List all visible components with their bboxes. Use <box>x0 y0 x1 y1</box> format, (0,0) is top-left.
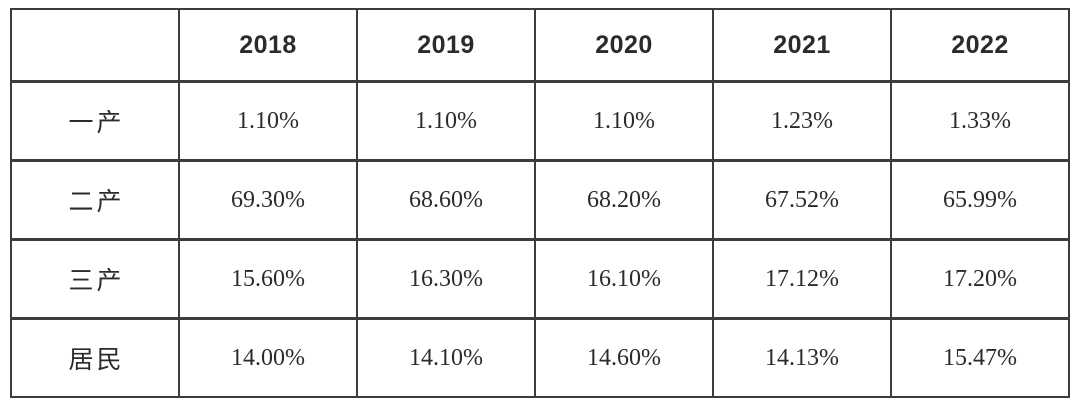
year-header-2021: 2021 <box>712 8 892 83</box>
data-cell: 1.23% <box>712 80 892 162</box>
data-cell: 15.60% <box>178 238 358 320</box>
year-header-2022: 2022 <box>890 8 1070 83</box>
row-label: 三产 <box>10 238 180 320</box>
year-header-2020: 2020 <box>534 8 714 83</box>
table-row-primary-industry: 一产 1.10% 1.10% 1.10% 1.23% 1.33% <box>10 80 1070 162</box>
data-cell: 1.10% <box>178 80 358 162</box>
data-cell: 15.47% <box>890 317 1070 398</box>
row-label: 一产 <box>10 80 180 162</box>
data-cell: 68.60% <box>356 159 536 241</box>
data-cell: 17.20% <box>890 238 1070 320</box>
corner-cell <box>10 8 180 83</box>
row-label: 二产 <box>10 159 180 241</box>
data-cell: 1.33% <box>890 80 1070 162</box>
sector-share-table: 2018 2019 2020 2021 2022 一产 1.10% 1.10% … <box>10 8 1070 398</box>
data-cell: 67.52% <box>712 159 892 241</box>
table-row-secondary-industry: 二产 69.30% 68.60% 68.20% 67.52% 65.99% <box>10 159 1070 241</box>
year-header-2018: 2018 <box>178 8 358 83</box>
row-label: 居民 <box>10 317 180 398</box>
table-row-residents: 居民 14.00% 14.10% 14.60% 14.13% 15.47% <box>10 317 1070 398</box>
data-cell: 1.10% <box>534 80 714 162</box>
data-cell: 69.30% <box>178 159 358 241</box>
table-row-tertiary-industry: 三产 15.60% 16.30% 16.10% 17.12% 17.20% <box>10 238 1070 320</box>
data-cell: 16.30% <box>356 238 536 320</box>
data-cell: 14.10% <box>356 317 536 398</box>
data-cell: 65.99% <box>890 159 1070 241</box>
data-cell: 14.60% <box>534 317 714 398</box>
data-cell: 14.13% <box>712 317 892 398</box>
data-cell: 1.10% <box>356 80 536 162</box>
data-cell: 14.00% <box>178 317 358 398</box>
data-cell: 68.20% <box>534 159 714 241</box>
data-cell: 17.12% <box>712 238 892 320</box>
header-row: 2018 2019 2020 2021 2022 <box>10 8 1070 83</box>
data-cell: 16.10% <box>534 238 714 320</box>
year-header-2019: 2019 <box>356 8 536 83</box>
